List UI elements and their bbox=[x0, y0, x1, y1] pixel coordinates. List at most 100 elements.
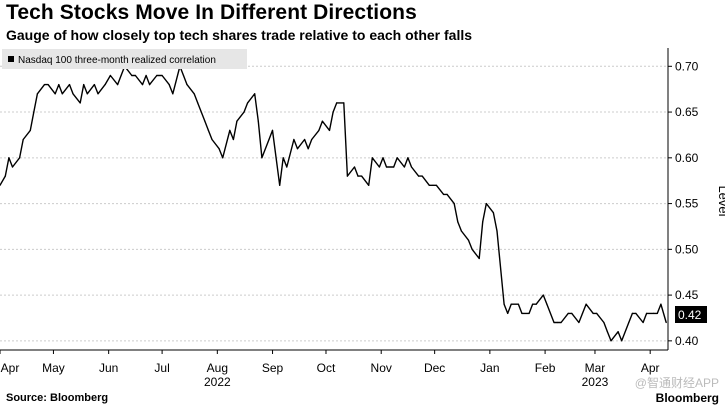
data-point bbox=[29, 129, 31, 131]
data-point bbox=[72, 93, 74, 95]
data-point bbox=[510, 303, 512, 305]
data-point bbox=[282, 157, 284, 159]
data-point bbox=[517, 303, 520, 305]
y-tick-label: 0.55 bbox=[675, 197, 699, 211]
data-point bbox=[193, 93, 195, 95]
data-point bbox=[33, 111, 35, 113]
x-tick-label: Jan bbox=[480, 361, 499, 375]
data-point bbox=[535, 303, 537, 305]
data-point bbox=[393, 166, 395, 168]
x-tick-label: Feb bbox=[535, 361, 556, 375]
data-point bbox=[336, 102, 338, 104]
data-point bbox=[68, 84, 71, 86]
data-point bbox=[656, 312, 658, 314]
data-point bbox=[247, 102, 249, 104]
data-point bbox=[218, 148, 220, 150]
data-point bbox=[321, 120, 323, 122]
data-point bbox=[631, 312, 634, 314]
data-point bbox=[571, 312, 573, 314]
data-point bbox=[134, 74, 136, 77]
data-point bbox=[653, 312, 655, 314]
data-point bbox=[628, 321, 630, 324]
data-point bbox=[410, 166, 413, 168]
data-point bbox=[435, 184, 437, 186]
data-point bbox=[443, 193, 445, 195]
data-point bbox=[141, 84, 144, 86]
data-point bbox=[93, 84, 95, 86]
data-point bbox=[47, 84, 49, 86]
data-point bbox=[236, 120, 238, 122]
data-point bbox=[646, 312, 648, 314]
data-point bbox=[296, 148, 299, 150]
data-point bbox=[343, 102, 345, 104]
data-point bbox=[407, 157, 409, 159]
data-point bbox=[617, 331, 619, 333]
data-point bbox=[54, 93, 56, 95]
data-point bbox=[271, 129, 274, 131]
data-point bbox=[446, 193, 448, 195]
data-point bbox=[546, 303, 548, 305]
data-point bbox=[567, 312, 569, 314]
data-point bbox=[0, 184, 1, 186]
data-point bbox=[592, 312, 594, 314]
data-point bbox=[521, 312, 523, 314]
line-layer bbox=[0, 65, 667, 342]
x-tick-label: Dec bbox=[424, 361, 445, 375]
data-point bbox=[36, 93, 39, 95]
data-point bbox=[211, 138, 213, 141]
data-point bbox=[460, 230, 462, 232]
data-point bbox=[378, 166, 380, 168]
data-point bbox=[353, 166, 356, 168]
y-tick-label: 0.70 bbox=[675, 59, 699, 73]
data-point bbox=[606, 331, 609, 333]
data-point bbox=[428, 184, 430, 186]
data-point bbox=[357, 175, 359, 177]
data-point bbox=[346, 175, 348, 177]
y-axis-label: Level bbox=[716, 185, 725, 216]
x-year-label: 2022 bbox=[204, 375, 231, 389]
data-point bbox=[222, 157, 224, 159]
data-point bbox=[368, 184, 370, 186]
chart-title: Tech Stocks Move In Different Directions bbox=[6, 1, 417, 24]
x-tick-label: May bbox=[42, 361, 65, 375]
legend-swatch bbox=[8, 56, 14, 62]
data-point bbox=[243, 111, 245, 113]
data-point bbox=[229, 129, 231, 131]
y-tick-label: 0.50 bbox=[675, 242, 699, 256]
data-point bbox=[197, 102, 199, 104]
data-point bbox=[457, 221, 459, 223]
data-point bbox=[172, 93, 174, 95]
data-point bbox=[86, 93, 88, 95]
legend-label: Nasdaq 100 three-month realized correlat… bbox=[18, 55, 216, 66]
data-point bbox=[145, 74, 147, 77]
x-tick-label: Sep bbox=[262, 361, 284, 375]
data-point bbox=[503, 303, 505, 305]
data-point bbox=[453, 203, 455, 205]
watermark: @智通财经APP bbox=[634, 376, 719, 390]
data-point bbox=[665, 321, 667, 324]
data-point bbox=[642, 321, 644, 324]
data-point bbox=[207, 129, 209, 131]
data-point bbox=[421, 175, 423, 177]
data-point bbox=[542, 294, 544, 296]
y-tick-label: 0.60 bbox=[675, 151, 699, 165]
data-point bbox=[161, 74, 163, 77]
data-point bbox=[79, 102, 81, 104]
data-point bbox=[204, 120, 206, 122]
data-point bbox=[254, 93, 256, 95]
data-point bbox=[603, 321, 605, 324]
data-point bbox=[560, 321, 562, 324]
data-point bbox=[120, 74, 122, 77]
data-point bbox=[485, 203, 487, 205]
data-point bbox=[168, 84, 170, 86]
data-point bbox=[578, 321, 580, 324]
data-point bbox=[496, 230, 498, 232]
y-tick-label: 0.45 bbox=[675, 288, 699, 302]
y-tick-label: 0.65 bbox=[675, 105, 699, 119]
last-value-callout: 0.42 bbox=[675, 306, 707, 323]
data-point bbox=[286, 166, 288, 168]
data-point bbox=[131, 74, 133, 77]
x-tick-label: Mar bbox=[585, 361, 606, 375]
data-point bbox=[109, 74, 111, 77]
